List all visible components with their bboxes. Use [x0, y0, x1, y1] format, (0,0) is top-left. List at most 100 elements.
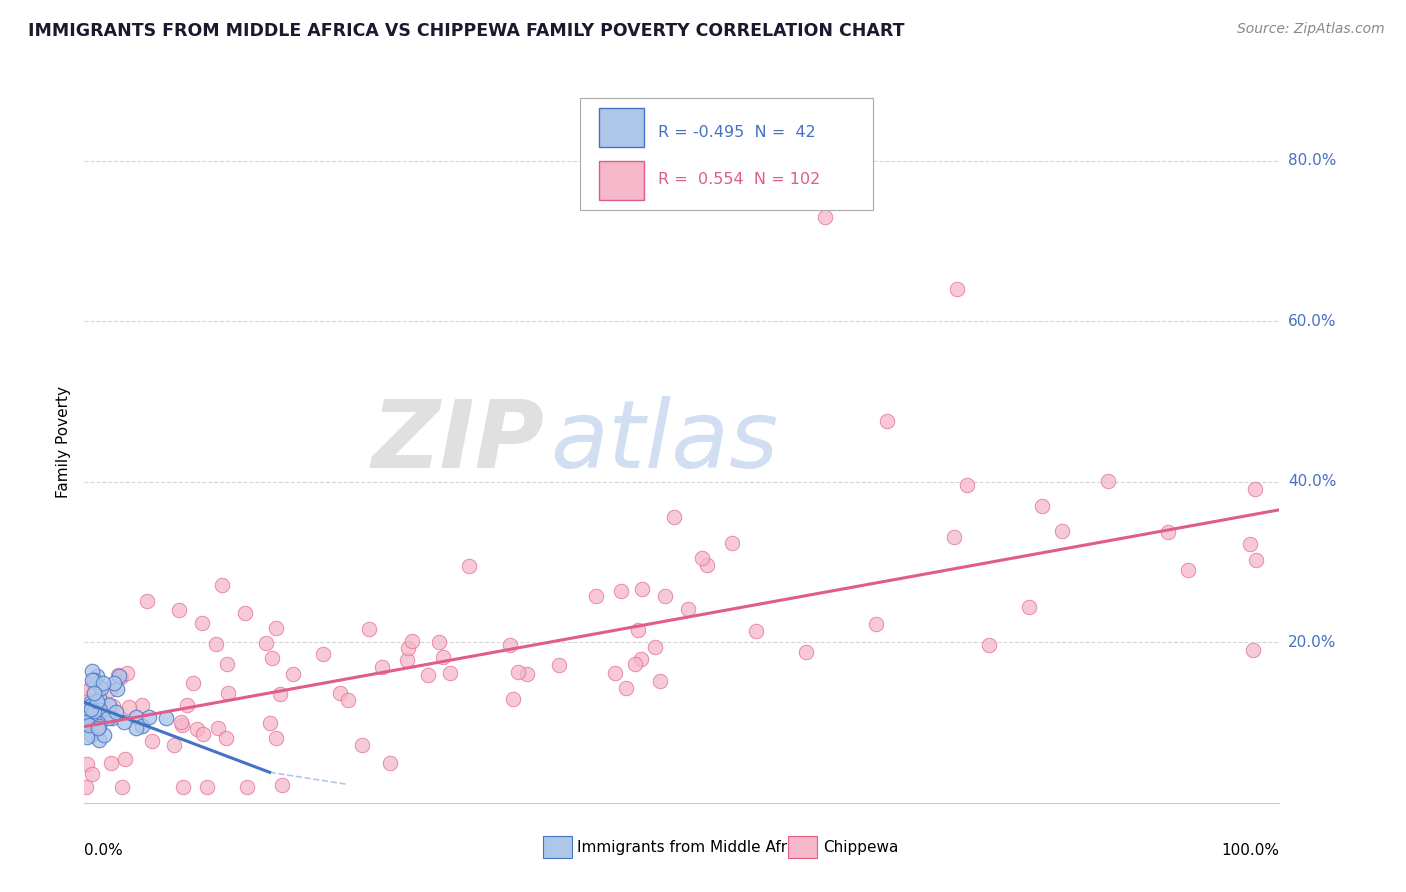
Text: 80.0%: 80.0% [1288, 153, 1336, 168]
Point [80, 665, 103, 679]
Point [87, 716, 110, 731]
Y-axis label: Family Poverty: Family Poverty [56, 385, 72, 498]
Point [186, 723, 208, 737]
Point [217, 686, 239, 700]
Point [548, 658, 571, 673]
Point [943, 530, 966, 544]
Point [97, 711, 120, 725]
Text: ZIP: ZIP [371, 395, 544, 488]
FancyBboxPatch shape [599, 108, 644, 147]
Point [125, 721, 148, 735]
Point [108, 669, 131, 683]
Point [603, 665, 626, 680]
Text: IMMIGRANTS FROM MIDDLE AFRICA VS CHIPPEWA FAMILY POVERTY CORRELATION CHART: IMMIGRANTS FROM MIDDLE AFRICA VS CHIPPEW… [28, 22, 904, 40]
Point [312, 647, 335, 661]
Point [76, 756, 98, 771]
Point [271, 778, 294, 792]
Point [1244, 553, 1267, 567]
Point [80, 728, 103, 742]
Point [76, 731, 98, 745]
Point [979, 638, 1001, 652]
Point [111, 780, 134, 794]
Point [1241, 643, 1264, 657]
Point [502, 692, 524, 706]
Text: atlas: atlas [551, 396, 779, 487]
Point [1031, 499, 1053, 513]
Point [254, 636, 277, 650]
Point [80, 702, 103, 716]
Point [1177, 563, 1199, 577]
Point [281, 666, 304, 681]
Point [236, 780, 259, 794]
Point [696, 558, 718, 573]
Point [98, 682, 121, 697]
Point [101, 711, 124, 725]
Point [87, 719, 110, 733]
Point [115, 665, 138, 680]
Point [141, 733, 163, 747]
Point [89, 690, 111, 705]
Point [721, 535, 744, 549]
Point [181, 675, 204, 690]
Point [357, 622, 380, 636]
Point [75, 717, 97, 731]
Point [97, 698, 120, 712]
Point [380, 756, 402, 770]
Text: 100.0%: 100.0% [1222, 843, 1279, 857]
Point [125, 710, 148, 724]
Point [427, 635, 450, 649]
Point [204, 637, 226, 651]
Point [458, 558, 481, 573]
Point [100, 756, 122, 770]
Point [79, 696, 101, 710]
Point [105, 681, 128, 696]
Point [89, 732, 111, 747]
Point [114, 752, 136, 766]
Point [630, 652, 652, 666]
Point [217, 657, 239, 672]
Point [87, 722, 110, 736]
Point [211, 577, 233, 591]
Point [260, 651, 283, 665]
Point [499, 638, 522, 652]
Point [418, 667, 440, 681]
Point [104, 705, 127, 719]
Point [83, 694, 105, 708]
Point [90, 681, 112, 695]
Text: Chippewa: Chippewa [823, 840, 898, 855]
Point [946, 282, 969, 296]
Point [650, 673, 672, 688]
Point [631, 582, 654, 596]
Point [644, 640, 666, 655]
Point [176, 698, 198, 713]
Point [264, 621, 287, 635]
Text: 0.0%: 0.0% [84, 843, 124, 857]
Point [1018, 600, 1040, 615]
Point [614, 681, 637, 695]
Text: R = -0.495  N =  42: R = -0.495 N = 42 [658, 125, 815, 140]
Point [91, 675, 114, 690]
Point [75, 780, 97, 794]
Point [76, 682, 98, 697]
Point [193, 727, 215, 741]
Point [75, 701, 97, 715]
Point [678, 602, 700, 616]
Point [516, 667, 538, 681]
Text: Immigrants from Middle Africa: Immigrants from Middle Africa [576, 840, 808, 855]
Text: 60.0%: 60.0% [1288, 314, 1336, 328]
Point [956, 478, 979, 492]
Point [401, 634, 423, 648]
Point [207, 721, 229, 735]
Point [215, 731, 238, 745]
Point [138, 710, 160, 724]
Point [352, 738, 374, 752]
Point [131, 719, 153, 733]
Point [662, 509, 685, 524]
Point [131, 698, 153, 713]
Point [233, 606, 256, 620]
Point [169, 602, 191, 616]
Point [75, 709, 97, 723]
Text: R =  0.554  N = 102: R = 0.554 N = 102 [658, 172, 820, 186]
Point [195, 780, 218, 794]
Point [86, 696, 108, 710]
